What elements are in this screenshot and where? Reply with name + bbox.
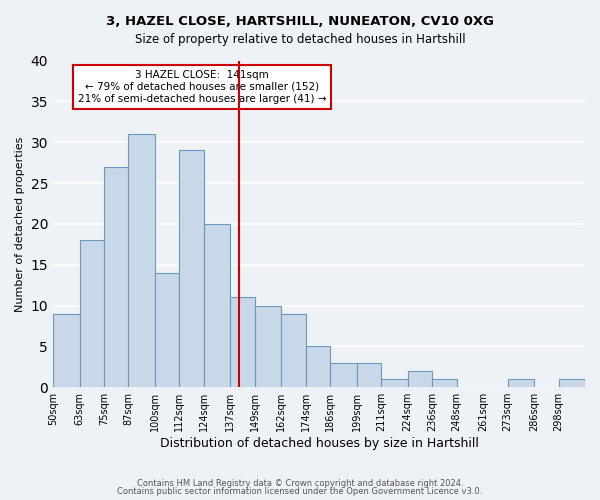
Bar	[432, 379, 457, 387]
Y-axis label: Number of detached properties: Number of detached properties	[15, 136, 25, 312]
Text: Size of property relative to detached houses in Hartshill: Size of property relative to detached ho…	[134, 32, 466, 46]
Bar	[255, 306, 281, 387]
Bar	[204, 224, 230, 387]
Bar	[407, 371, 432, 387]
Text: 3 HAZEL CLOSE:  141sqm
← 79% of detached houses are smaller (152)
21% of semi-de: 3 HAZEL CLOSE: 141sqm ← 79% of detached …	[78, 70, 326, 104]
Bar	[508, 379, 534, 387]
Bar	[230, 298, 255, 387]
Bar	[357, 362, 381, 387]
Bar	[80, 240, 104, 387]
Bar	[281, 314, 306, 387]
Bar	[53, 314, 80, 387]
Bar	[179, 150, 204, 387]
Text: Contains HM Land Registry data © Crown copyright and database right 2024.: Contains HM Land Registry data © Crown c…	[137, 478, 463, 488]
X-axis label: Distribution of detached houses by size in Hartshill: Distribution of detached houses by size …	[160, 437, 478, 450]
Bar	[104, 166, 128, 387]
Bar	[330, 362, 357, 387]
Text: Contains public sector information licensed under the Open Government Licence v3: Contains public sector information licen…	[118, 488, 482, 496]
Bar	[128, 134, 155, 387]
Text: 3, HAZEL CLOSE, HARTSHILL, NUNEATON, CV10 0XG: 3, HAZEL CLOSE, HARTSHILL, NUNEATON, CV1…	[106, 15, 494, 28]
Bar	[381, 379, 407, 387]
Bar	[559, 379, 585, 387]
Bar	[306, 346, 330, 387]
Bar	[155, 273, 179, 387]
